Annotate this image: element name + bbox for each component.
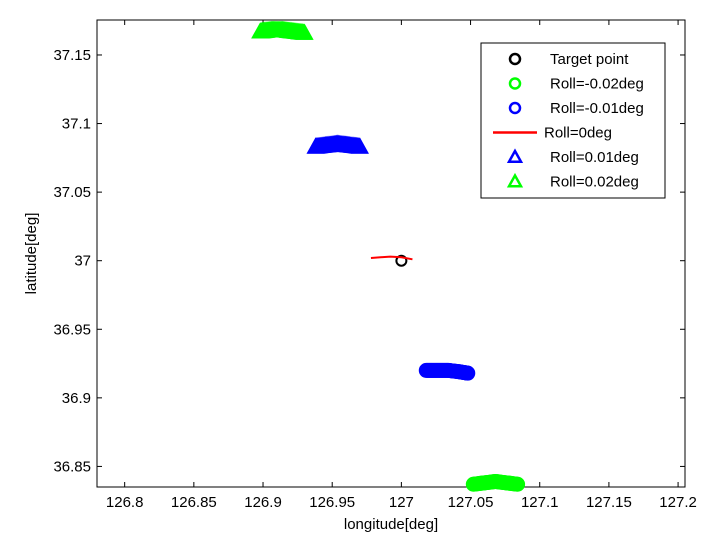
- legend-marker-circle: [508, 101, 522, 115]
- y-tick-label: 37.1: [62, 116, 91, 133]
- legend-item: Roll=0.02deg: [506, 172, 639, 191]
- x-tick-label: 126.9: [244, 494, 282, 511]
- y-tick-label: 37.05: [53, 184, 91, 201]
- y-axis-label: latitude[deg]: [23, 213, 40, 295]
- legend: Target point Roll=-0.02deg Roll=-0.01deg Ro…: [480, 42, 666, 199]
- legend-label: Target point: [550, 51, 629, 68]
- x-tick-label: 127: [389, 494, 414, 511]
- legend-marker-circle: [508, 52, 522, 66]
- series-3: [370, 255, 413, 261]
- legend-marker-triangle: [506, 148, 524, 164]
- x-tick-label: 126.95: [309, 494, 355, 511]
- data-point: [395, 254, 408, 267]
- series-5: [251, 20, 314, 40]
- series-1: [465, 474, 526, 492]
- legend-label: Roll=0.02deg: [550, 174, 639, 191]
- series-2: [418, 362, 476, 381]
- legend-box: [480, 42, 666, 199]
- legend-label: Roll=0deg: [544, 125, 612, 142]
- y-tick-label: 37: [74, 253, 91, 270]
- x-tick-label: 126.8: [106, 494, 144, 511]
- x-axis-label: longitude[deg]: [344, 516, 438, 533]
- data-point: [295, 23, 314, 40]
- legend-label: Roll=-0.02deg: [550, 76, 644, 93]
- y-tick-label: 36.95: [53, 321, 91, 338]
- x-tick-label: 127.05: [448, 494, 494, 511]
- data-point: [460, 365, 476, 381]
- legend-item: Roll=-0.01deg: [508, 100, 644, 117]
- series-4: [306, 134, 369, 154]
- y-tick-label: 37.15: [53, 47, 91, 64]
- series-line: [370, 255, 413, 261]
- legend-marker-circle: [508, 77, 522, 90]
- data-point: [510, 476, 526, 492]
- y-tick-label: 36.85: [53, 458, 91, 475]
- x-tick-label: 126.85: [171, 494, 217, 511]
- data-point: [350, 137, 369, 154]
- legend-label: Roll=0.01deg: [550, 149, 639, 166]
- legend-marker-triangle: [506, 172, 524, 188]
- legend-item: Roll=0.01deg: [506, 148, 639, 166]
- legend-label: Roll=-0.01deg: [550, 100, 644, 117]
- x-tick-label: 127.2: [659, 494, 697, 511]
- legend-item: Roll=-0.02deg: [508, 76, 644, 93]
- legend-item: Target point: [508, 51, 629, 68]
- y-tick-label: 36.9: [62, 390, 91, 407]
- series-0: [395, 254, 408, 267]
- x-tick-label: 127.15: [586, 494, 632, 511]
- legend-item: Roll=0deg: [493, 125, 612, 142]
- x-tick-label: 127.1: [521, 494, 559, 511]
